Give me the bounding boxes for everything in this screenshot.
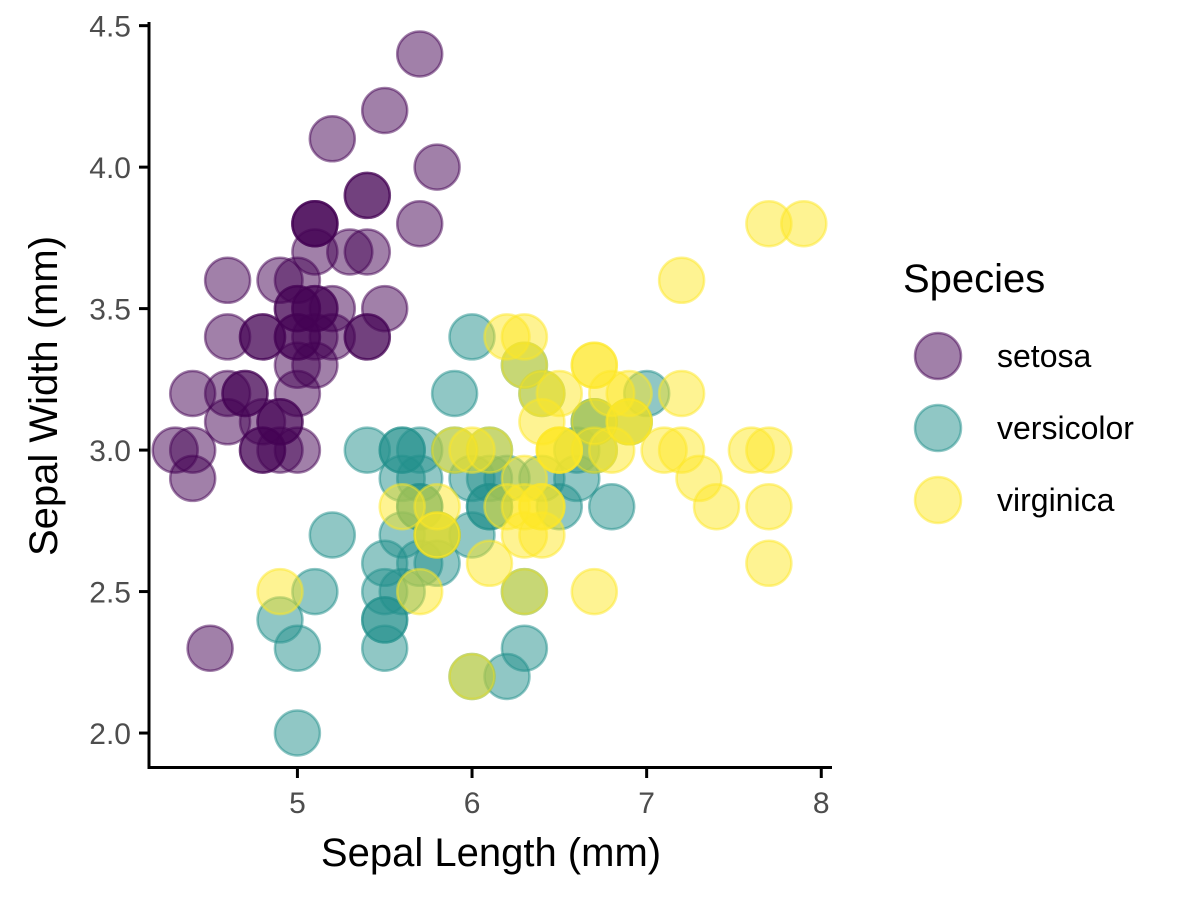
x-tick-label: 6	[464, 787, 481, 820]
point-versicolor	[273, 709, 322, 757]
y-tick-label: 3.5	[89, 294, 131, 327]
point-virginica	[395, 567, 444, 616]
y-tick-label: 4.0	[89, 152, 131, 185]
point-virginica	[745, 482, 793, 531]
point-setosa	[308, 115, 357, 163]
point-setosa	[238, 426, 287, 474]
point-setosa	[291, 199, 339, 248]
legend-label-setosa: setosa	[997, 338, 1091, 374]
point-versicolor	[587, 482, 636, 531]
legend-key-virginica	[913, 475, 963, 525]
y-axis-title: Sepal Width (mm)	[22, 236, 66, 556]
legend: Species setosa versicolor virginica	[903, 257, 1134, 525]
point-setosa	[360, 86, 409, 135]
legend-label-versicolor: versicolor	[997, 410, 1134, 446]
point-virginica	[378, 482, 426, 531]
point-virginica	[448, 652, 496, 701]
point-setosa	[203, 256, 252, 305]
point-setosa	[395, 199, 444, 248]
point-virginica	[780, 199, 828, 248]
legend-key-versicolor	[913, 403, 963, 453]
x-tick-label: 5	[289, 787, 306, 820]
point-virginica	[692, 482, 741, 531]
point-setosa	[360, 284, 409, 333]
y-tick-label: 3.0	[89, 435, 131, 468]
point-versicolor	[430, 369, 479, 418]
x-tick-label: 7	[638, 787, 655, 820]
x-tick-label: 8	[813, 787, 830, 820]
point-versicolor	[500, 624, 549, 672]
point-virginica	[570, 567, 619, 616]
point-setosa	[326, 228, 374, 276]
point-virginica	[430, 426, 479, 474]
y-axis-ticks: 2.0 2.5 3.0 3.5 4.0 4.5	[89, 11, 148, 751]
x-axis-title: Sepal Length (mm)	[321, 831, 661, 875]
point-versicolor	[273, 624, 322, 672]
point-virginica	[657, 426, 706, 474]
point-virginica	[745, 539, 793, 588]
y-tick-label: 2.5	[89, 577, 131, 610]
point-virginica	[745, 426, 793, 474]
point-virginica	[500, 482, 549, 531]
point-virginica	[570, 341, 619, 389]
y-tick-label: 2.0	[89, 718, 131, 751]
point-virginica	[483, 313, 531, 361]
point-setosa	[343, 171, 392, 220]
point-virginica	[657, 369, 706, 418]
point-virginica	[500, 567, 549, 616]
point-setosa	[413, 143, 461, 191]
legend-label-virginica: virginica	[997, 482, 1115, 518]
point-setosa	[186, 624, 234, 672]
legend-title: Species	[903, 257, 1045, 301]
point-virginica	[657, 256, 706, 305]
y-tick-label: 4.5	[89, 11, 131, 44]
point-virginica	[256, 567, 304, 616]
point-setosa	[395, 30, 444, 78]
points-layer	[151, 30, 828, 757]
legend-key-setosa	[913, 331, 963, 381]
point-virginica	[535, 426, 584, 474]
point-setosa	[273, 284, 322, 333]
point-setosa	[168, 426, 217, 474]
point-versicolor	[308, 511, 357, 559]
point-setosa	[273, 341, 322, 389]
x-axis-ticks: 5 6 7 8	[289, 769, 830, 820]
point-virginica	[465, 539, 514, 588]
point-setosa	[203, 369, 252, 418]
point-virginica	[413, 511, 461, 559]
